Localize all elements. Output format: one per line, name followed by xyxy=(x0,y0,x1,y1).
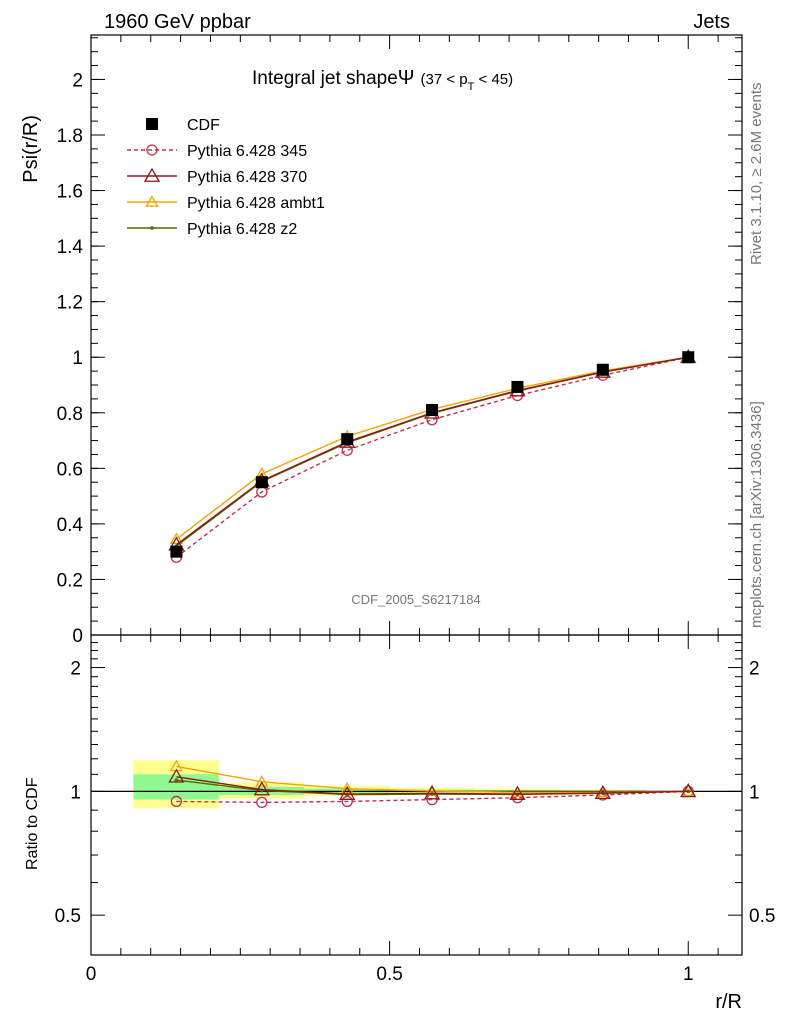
ratio-y-ticks: 0.5 0.5 1 1 2 2 xyxy=(55,642,775,927)
ratio-ytick-label-left: 1 xyxy=(70,782,81,803)
main-title-symbol: Ψ xyxy=(398,67,415,89)
main-ytick-label: 0 xyxy=(72,626,83,647)
main-x-ticks xyxy=(90,35,719,635)
main-title-text: Integral jet shape xyxy=(252,68,398,89)
p370-marker xyxy=(423,785,441,800)
ambt1-marker xyxy=(145,195,159,207)
main-series-group xyxy=(168,348,697,563)
legend-label-p370: Pythia 6.428 370 xyxy=(187,169,307,186)
p370-marker xyxy=(143,167,161,182)
main-ytick-label: 0.2 xyxy=(57,570,83,591)
cdf-marker xyxy=(341,433,354,446)
p370-marker xyxy=(509,785,526,800)
main-y-ticks: 0 0.2 0.4 0.6 0.8 1 1.2 1.4 1.6 1.8 2 xyxy=(57,37,742,647)
p370-marker xyxy=(594,784,611,800)
p370-ratio-line xyxy=(176,776,689,795)
p345-marker xyxy=(256,796,268,809)
ratio-ytick-label-right: 1 xyxy=(749,782,760,803)
ratio-plot-frame xyxy=(90,634,743,956)
p370-marker xyxy=(253,781,270,796)
main-ytick-label: 2 xyxy=(72,70,83,91)
p345-marker xyxy=(341,795,353,808)
cdf-marker xyxy=(682,351,695,364)
main-ytick-label: 1 xyxy=(72,348,83,369)
main-ytick-label: 0.8 xyxy=(57,404,83,425)
main-title-range: (37 < p xyxy=(420,71,467,88)
main-title-range-end: < 45) xyxy=(474,71,513,88)
ratio-band-green xyxy=(133,774,219,800)
legend-label-ambt1: Pythia 6.428 ambt1 xyxy=(187,195,325,212)
cdf-marker xyxy=(170,545,183,558)
p370-marker xyxy=(680,783,697,798)
p370-marker xyxy=(168,768,185,783)
ambt1-line xyxy=(175,356,689,540)
p345-marker xyxy=(146,144,158,156)
p345-line xyxy=(175,356,689,558)
ratio-ytick-label-right: 0.5 xyxy=(749,906,775,927)
main-ytick-label: 0.4 xyxy=(57,515,84,536)
z2-line xyxy=(175,356,689,547)
mcplots-label: mcplots.cern.ch [arXiv:1306.3436] xyxy=(748,401,765,628)
cdf-marker xyxy=(146,118,158,130)
p345-marker xyxy=(341,444,353,456)
p345-marker xyxy=(426,414,438,426)
p345-marker xyxy=(170,795,183,808)
ratio-ytick-label-right: 2 xyxy=(749,659,760,680)
main-ytick-label: 1.8 xyxy=(57,126,83,147)
p370-marker xyxy=(339,785,356,800)
ratio-ytick-label-left: 0.5 xyxy=(55,906,81,927)
p370-line xyxy=(175,356,689,546)
p345-ratio-line xyxy=(176,790,689,804)
cdf-marker xyxy=(511,380,524,393)
ratio-ytick-label-left: 2 xyxy=(70,659,81,680)
ratio-x-ticks: 0 0.5 1 xyxy=(86,635,719,985)
ratio-ylabel: Ratio to CDF xyxy=(24,777,41,870)
ratio-series-group xyxy=(168,759,697,809)
header-right: Jets xyxy=(693,11,730,33)
legend-label-z2: Pythia 6.428 z2 xyxy=(187,221,297,238)
rivet-label: Rivet 3.1.10, ≥ 2.6M events xyxy=(748,83,765,266)
z2-marker xyxy=(174,778,179,782)
cdf-marker xyxy=(255,476,268,489)
ratio-xtick-label: 0 xyxy=(86,964,97,985)
main-ytick-label: 0.6 xyxy=(57,459,83,480)
legend: CDF Pythia 6.428 345 Pythia 6.428 370 Pythi… xyxy=(127,117,325,238)
main-title: Integral jet shapeΨ (37 < pT < 45) xyxy=(252,67,513,93)
x-axis-label: r/R xyxy=(715,991,742,1013)
legend-label-p345: Pythia 6.428 345 xyxy=(187,143,307,160)
analysis-watermark: CDF_2005_S6217184 xyxy=(351,592,480,607)
ratio-xtick-label: 0.5 xyxy=(376,964,402,985)
z2-marker xyxy=(150,226,154,230)
ambt1-marker xyxy=(681,784,695,797)
main-ytick-label: 1.2 xyxy=(57,293,83,314)
cdf-marker xyxy=(426,404,439,416)
main-title-sub: T xyxy=(468,81,475,93)
main-ylabel: Psi(r/R) xyxy=(20,115,42,183)
main-ytick-label: 1.6 xyxy=(57,182,83,203)
legend-label-cdf: CDF xyxy=(187,117,220,134)
ratio-xtick-label: 1 xyxy=(683,964,694,985)
ambt1-marker xyxy=(255,774,269,787)
main-ytick-label: 1.4 xyxy=(57,237,84,258)
header-left: 1960 GeV ppbar xyxy=(104,11,251,33)
ambt1-marker xyxy=(169,532,184,544)
cdf-marker xyxy=(596,363,609,376)
